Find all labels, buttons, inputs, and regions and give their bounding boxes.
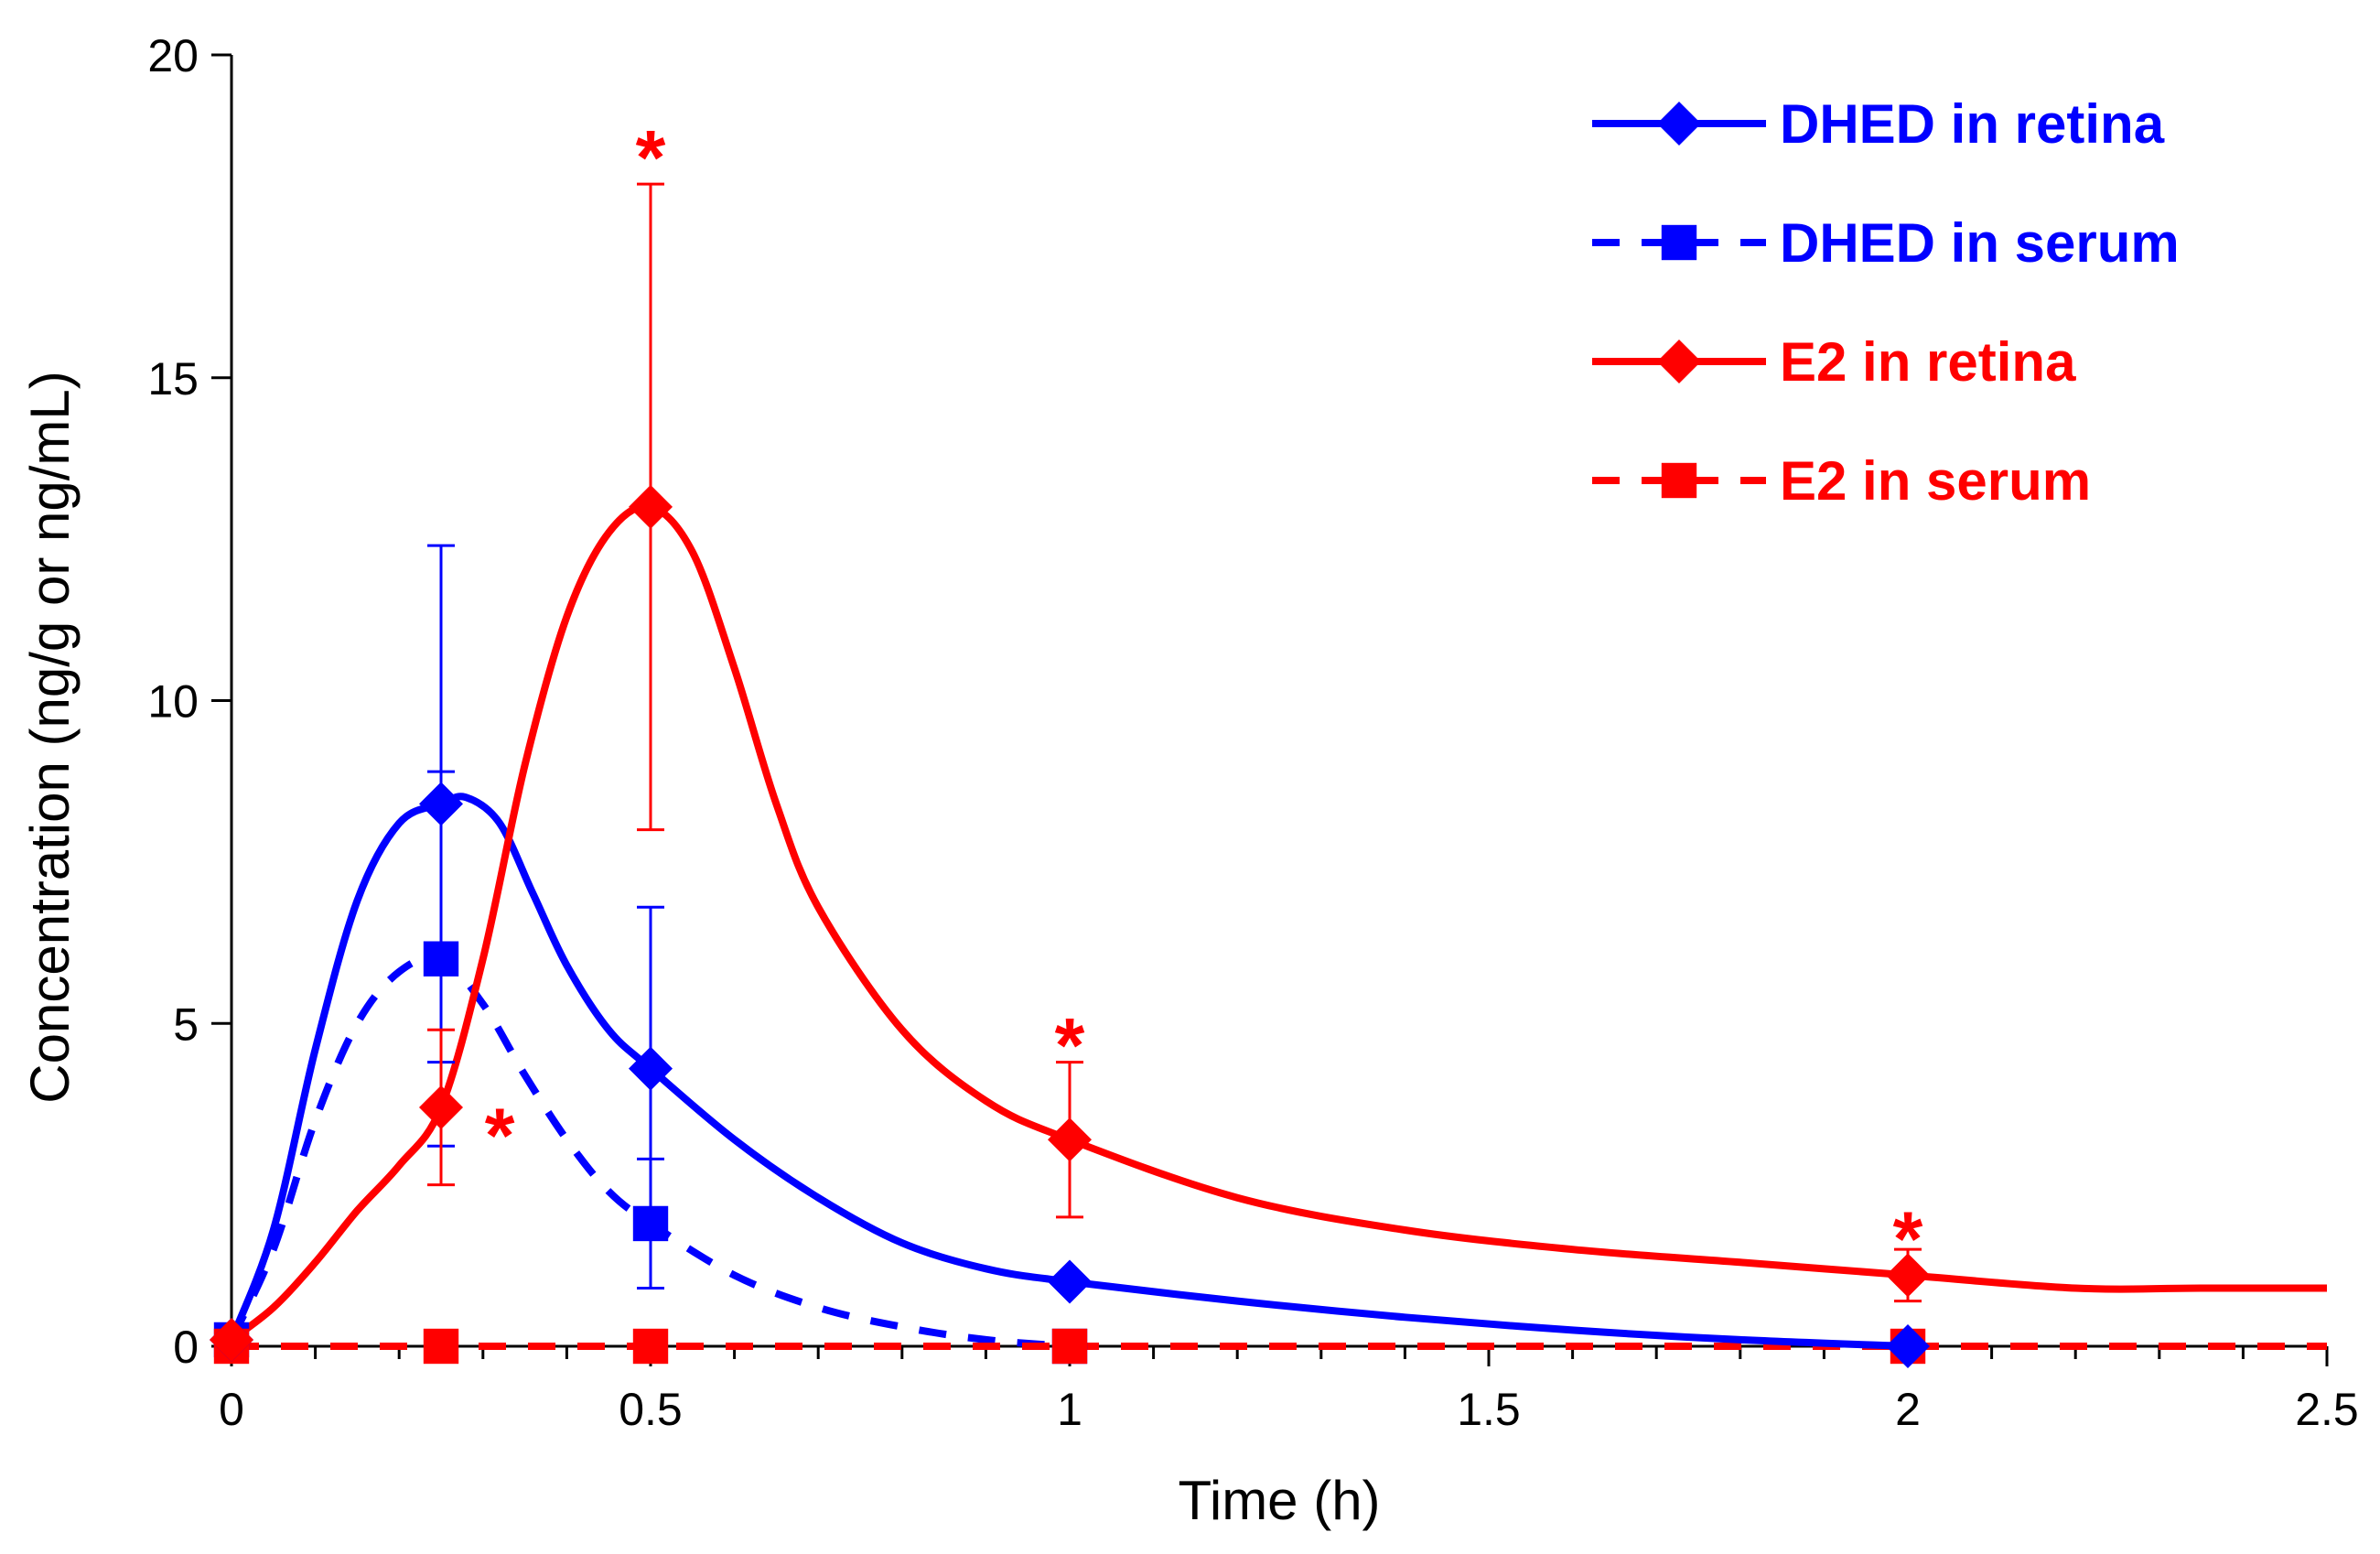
data-point-e2-in-retina xyxy=(210,1317,253,1362)
legend-marker-e2-in-retina xyxy=(1657,340,1701,383)
significance-asterisk: * xyxy=(636,114,666,200)
legend-label-e2-in-retina: E2 in retina xyxy=(1780,331,2076,393)
data-point-e2-in-retina xyxy=(419,1085,463,1129)
data-point-dhed-in-serum xyxy=(423,941,459,977)
legend-marker-dhed-in-serum xyxy=(1661,224,1697,261)
x-tick-label: 0 xyxy=(219,1384,244,1435)
y-tick-label: 20 xyxy=(147,30,199,81)
series-curves xyxy=(228,502,2327,1350)
data-point-e2-in-serum xyxy=(1051,1328,1088,1365)
data-point-dhed-in-retina xyxy=(629,1046,673,1091)
y-axis-title: Concentration (ng/g or ng/mL) xyxy=(19,371,81,1103)
data-point-dhed-in-serum xyxy=(632,1205,669,1242)
y-tick-label: 0 xyxy=(173,1322,199,1373)
x-tick-label: 1.5 xyxy=(1457,1384,1521,1435)
data-point-dhed-in-retina xyxy=(1048,1259,1092,1304)
legend-label-e2-in-serum: E2 in serum xyxy=(1780,450,2091,512)
legend: DHED in retina DHED in serum E2 in retina E… xyxy=(1592,93,2180,512)
y-tick-label: 15 xyxy=(147,353,199,405)
axis-labels: Time (h) Concentration (ng/g or ng/mL) xyxy=(19,371,1381,1531)
significance-asterisk: * xyxy=(485,1093,515,1179)
legend-marker-e2-in-serum xyxy=(1661,462,1697,499)
legend-marker-dhed-in-retina xyxy=(1657,102,1701,146)
x-tick-label: 2 xyxy=(1895,1384,1921,1435)
x-tick-label: 1 xyxy=(1057,1384,1082,1435)
data-markers xyxy=(210,484,1930,1368)
data-point-dhed-in-retina xyxy=(419,782,463,826)
y-tick-label: 5 xyxy=(173,998,199,1050)
legend-label-dhed-in-retina: DHED in retina xyxy=(1780,93,2165,155)
data-point-e2-in-retina xyxy=(1886,1253,1930,1298)
legend-label-dhed-in-serum: DHED in serum xyxy=(1780,212,2180,274)
x-tick-label: 2.5 xyxy=(2295,1384,2359,1435)
data-point-e2-in-retina xyxy=(1048,1117,1092,1162)
error-bars xyxy=(427,182,1922,1303)
data-point-e2-in-serum xyxy=(632,1328,669,1365)
significance-marks: * * * * xyxy=(485,114,1923,1282)
significance-asterisk: * xyxy=(1055,1002,1085,1088)
significance-asterisk: * xyxy=(1893,1195,1923,1281)
data-point-e2-in-serum xyxy=(423,1328,459,1365)
x-tick-label: 0.5 xyxy=(619,1384,683,1435)
y-tick-label: 10 xyxy=(147,676,199,728)
data-point-e2-in-retina xyxy=(629,484,673,529)
data-point-dhed-in-retina xyxy=(1886,1324,1930,1368)
x-axis-title: Time (h) xyxy=(1178,1470,1380,1531)
series-line-dhed-in-retina xyxy=(228,793,1909,1350)
